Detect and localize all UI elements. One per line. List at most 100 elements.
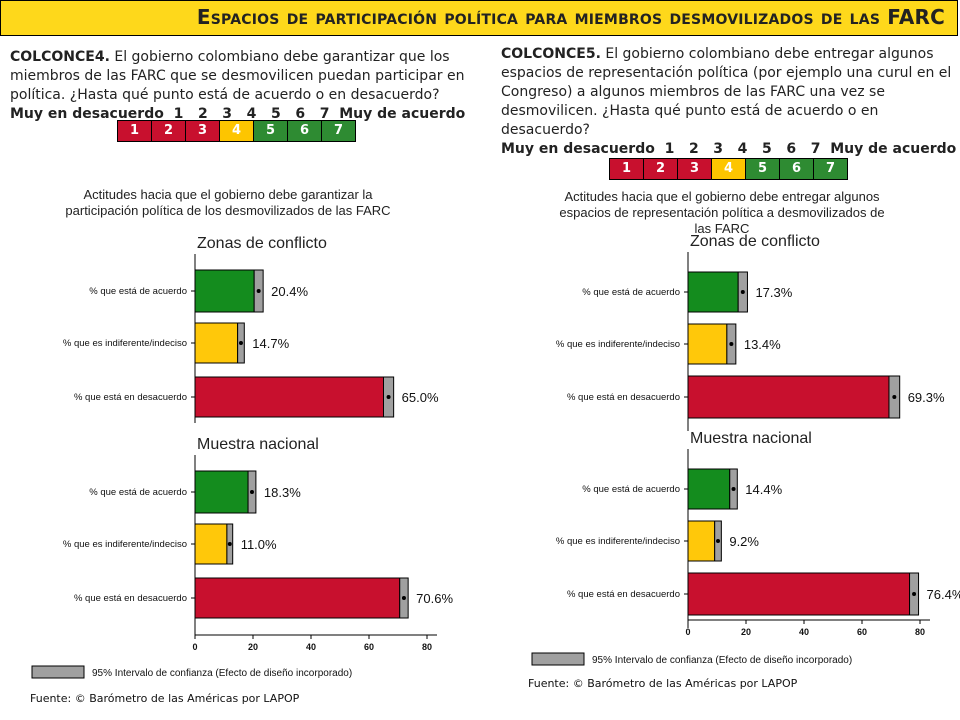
category-label: % que está en desacuerdo <box>74 392 187 403</box>
left-question-text: El gobierno colombiano debe garantizar q… <box>10 49 465 103</box>
value-label: 13.4% <box>744 337 781 352</box>
value-label: 69.3% <box>908 390 945 405</box>
x-tick-label: 20 <box>248 642 258 652</box>
scale-box-5: 5 <box>746 159 780 179</box>
point-estimate <box>740 290 745 294</box>
panel-title: Muestra nacional <box>690 430 812 447</box>
point-estimate <box>729 342 734 346</box>
bar <box>194 376 384 418</box>
point-estimate <box>386 395 391 399</box>
value-label: 20.4% <box>271 284 308 299</box>
category-label: % que es indiferente/indeciso <box>63 539 187 550</box>
x-tick-label: 0 <box>192 642 197 652</box>
category-label: % que es indiferente/indeciso <box>63 338 187 349</box>
value-label: 18.3% <box>264 485 301 500</box>
scale-box-7: 7 <box>322 121 355 141</box>
left-question-code: COLCONCE4. <box>10 49 110 65</box>
left-source: Fuente: © Barómetro de las Américas por … <box>30 692 300 705</box>
left-chart: Actitudes hacia que el gobierno debe gar… <box>31 187 453 679</box>
scale-box-6: 6 <box>288 121 322 141</box>
bar <box>194 577 401 619</box>
panel-title: Zonas de conflicto <box>197 235 327 252</box>
panel-title: Zonas de conflicto <box>690 233 820 250</box>
value-label: 14.7% <box>252 336 289 351</box>
legend-swatch <box>531 652 585 666</box>
x-tick-label: 60 <box>857 627 867 637</box>
header-banner: Espacios de participación política para … <box>0 0 958 36</box>
value-label: 11.0% <box>241 537 277 552</box>
value-label: 70.6% <box>416 591 453 606</box>
legend-swatch <box>31 665 85 679</box>
page-title: Espacios de participación política para … <box>196 5 945 29</box>
bar <box>687 520 716 562</box>
value-label: 14.4% <box>745 482 782 497</box>
category-label: % que está en desacuerdo <box>567 589 680 600</box>
value-label: 65.0% <box>402 390 439 405</box>
point-estimate <box>249 490 254 494</box>
category-label: % que está en desacuerdo <box>74 593 187 604</box>
chart-title-line: Actitudes hacia que el gobierno debe ent… <box>564 189 880 204</box>
right-scale-line: Muy en desacuerdo 1 2 3 4 5 6 7 Muy de a… <box>501 141 957 157</box>
legend-label: 95% Intervalo de confianza (Efecto de di… <box>592 655 852 666</box>
point-estimate <box>227 542 232 546</box>
x-tick-label: 60 <box>364 642 374 652</box>
scale-box-1: 1 <box>118 121 152 141</box>
value-label: 9.2% <box>729 534 759 549</box>
category-label: % que está de acuerdo <box>582 484 680 495</box>
scale-box-4: 4 <box>712 159 746 179</box>
point-estimate <box>731 487 736 491</box>
bar <box>194 470 249 514</box>
scale-box-6: 6 <box>780 159 814 179</box>
bar <box>687 271 739 313</box>
point-estimate <box>912 592 917 596</box>
value-label: 76.4% <box>927 587 960 602</box>
chart-title-line: espacios de representación política a de… <box>559 205 884 220</box>
panel-title: Muestra nacional <box>197 436 319 453</box>
point-estimate <box>238 341 243 345</box>
x-tick-label: 40 <box>306 642 316 652</box>
chart-title-line: Actitudes hacia que el gobierno debe gar… <box>83 187 373 202</box>
right-question-text: El gobierno colombiano debe entregar alg… <box>501 46 952 138</box>
x-tick-label: 20 <box>741 627 751 637</box>
left-scale-line: Muy en desacuerdo 1 2 3 4 5 6 7 Muy de a… <box>10 106 466 122</box>
right-question-code: COLCONCE5. <box>501 46 601 62</box>
legend-label: 95% Intervalo de confianza (Efecto de di… <box>92 668 352 679</box>
bar <box>687 468 731 510</box>
x-tick-label: 0 <box>685 627 690 637</box>
scale-box-1: 1 <box>610 159 644 179</box>
point-estimate <box>401 596 406 600</box>
right-question: COLCONCE5. El gobierno colombiano debe e… <box>501 45 957 159</box>
x-tick-label: 80 <box>915 627 925 637</box>
scale-box-2: 2 <box>644 159 678 179</box>
bar <box>194 322 239 364</box>
scale-box-4: 4 <box>220 121 254 141</box>
point-estimate <box>892 395 897 399</box>
bar <box>687 375 890 419</box>
category-label: % que está de acuerdo <box>582 287 680 298</box>
chart-title-line: participación política de los desmoviliz… <box>65 203 390 218</box>
bar <box>687 323 728 365</box>
scale-box-3: 3 <box>186 121 220 141</box>
point-estimate <box>256 289 261 293</box>
category-label: % que está de acuerdo <box>89 286 187 297</box>
right-chart: Actitudes hacia que el gobierno debe ent… <box>531 189 960 666</box>
scale-box-3: 3 <box>678 159 712 179</box>
category-label: % que está en desacuerdo <box>567 392 680 403</box>
scale-box-2: 2 <box>152 121 186 141</box>
chart-title-line: las FARC <box>695 221 750 236</box>
category-label: % que es indiferente/indeciso <box>556 536 680 547</box>
value-label: 17.3% <box>755 285 792 300</box>
category-label: % que está de acuerdo <box>89 487 187 498</box>
bar <box>194 523 228 565</box>
x-tick-label: 40 <box>799 627 809 637</box>
right-source: Fuente: © Barómetro de las Américas por … <box>528 677 798 690</box>
point-estimate <box>716 539 721 543</box>
left-question: COLCONCE4. El gobierno colombiano debe g… <box>10 48 480 124</box>
bar <box>194 269 255 313</box>
category-label: % que es indiferente/indeciso <box>556 339 680 350</box>
x-tick-label: 80 <box>422 642 432 652</box>
bar <box>687 572 911 616</box>
scale-box-7: 7 <box>814 159 847 179</box>
